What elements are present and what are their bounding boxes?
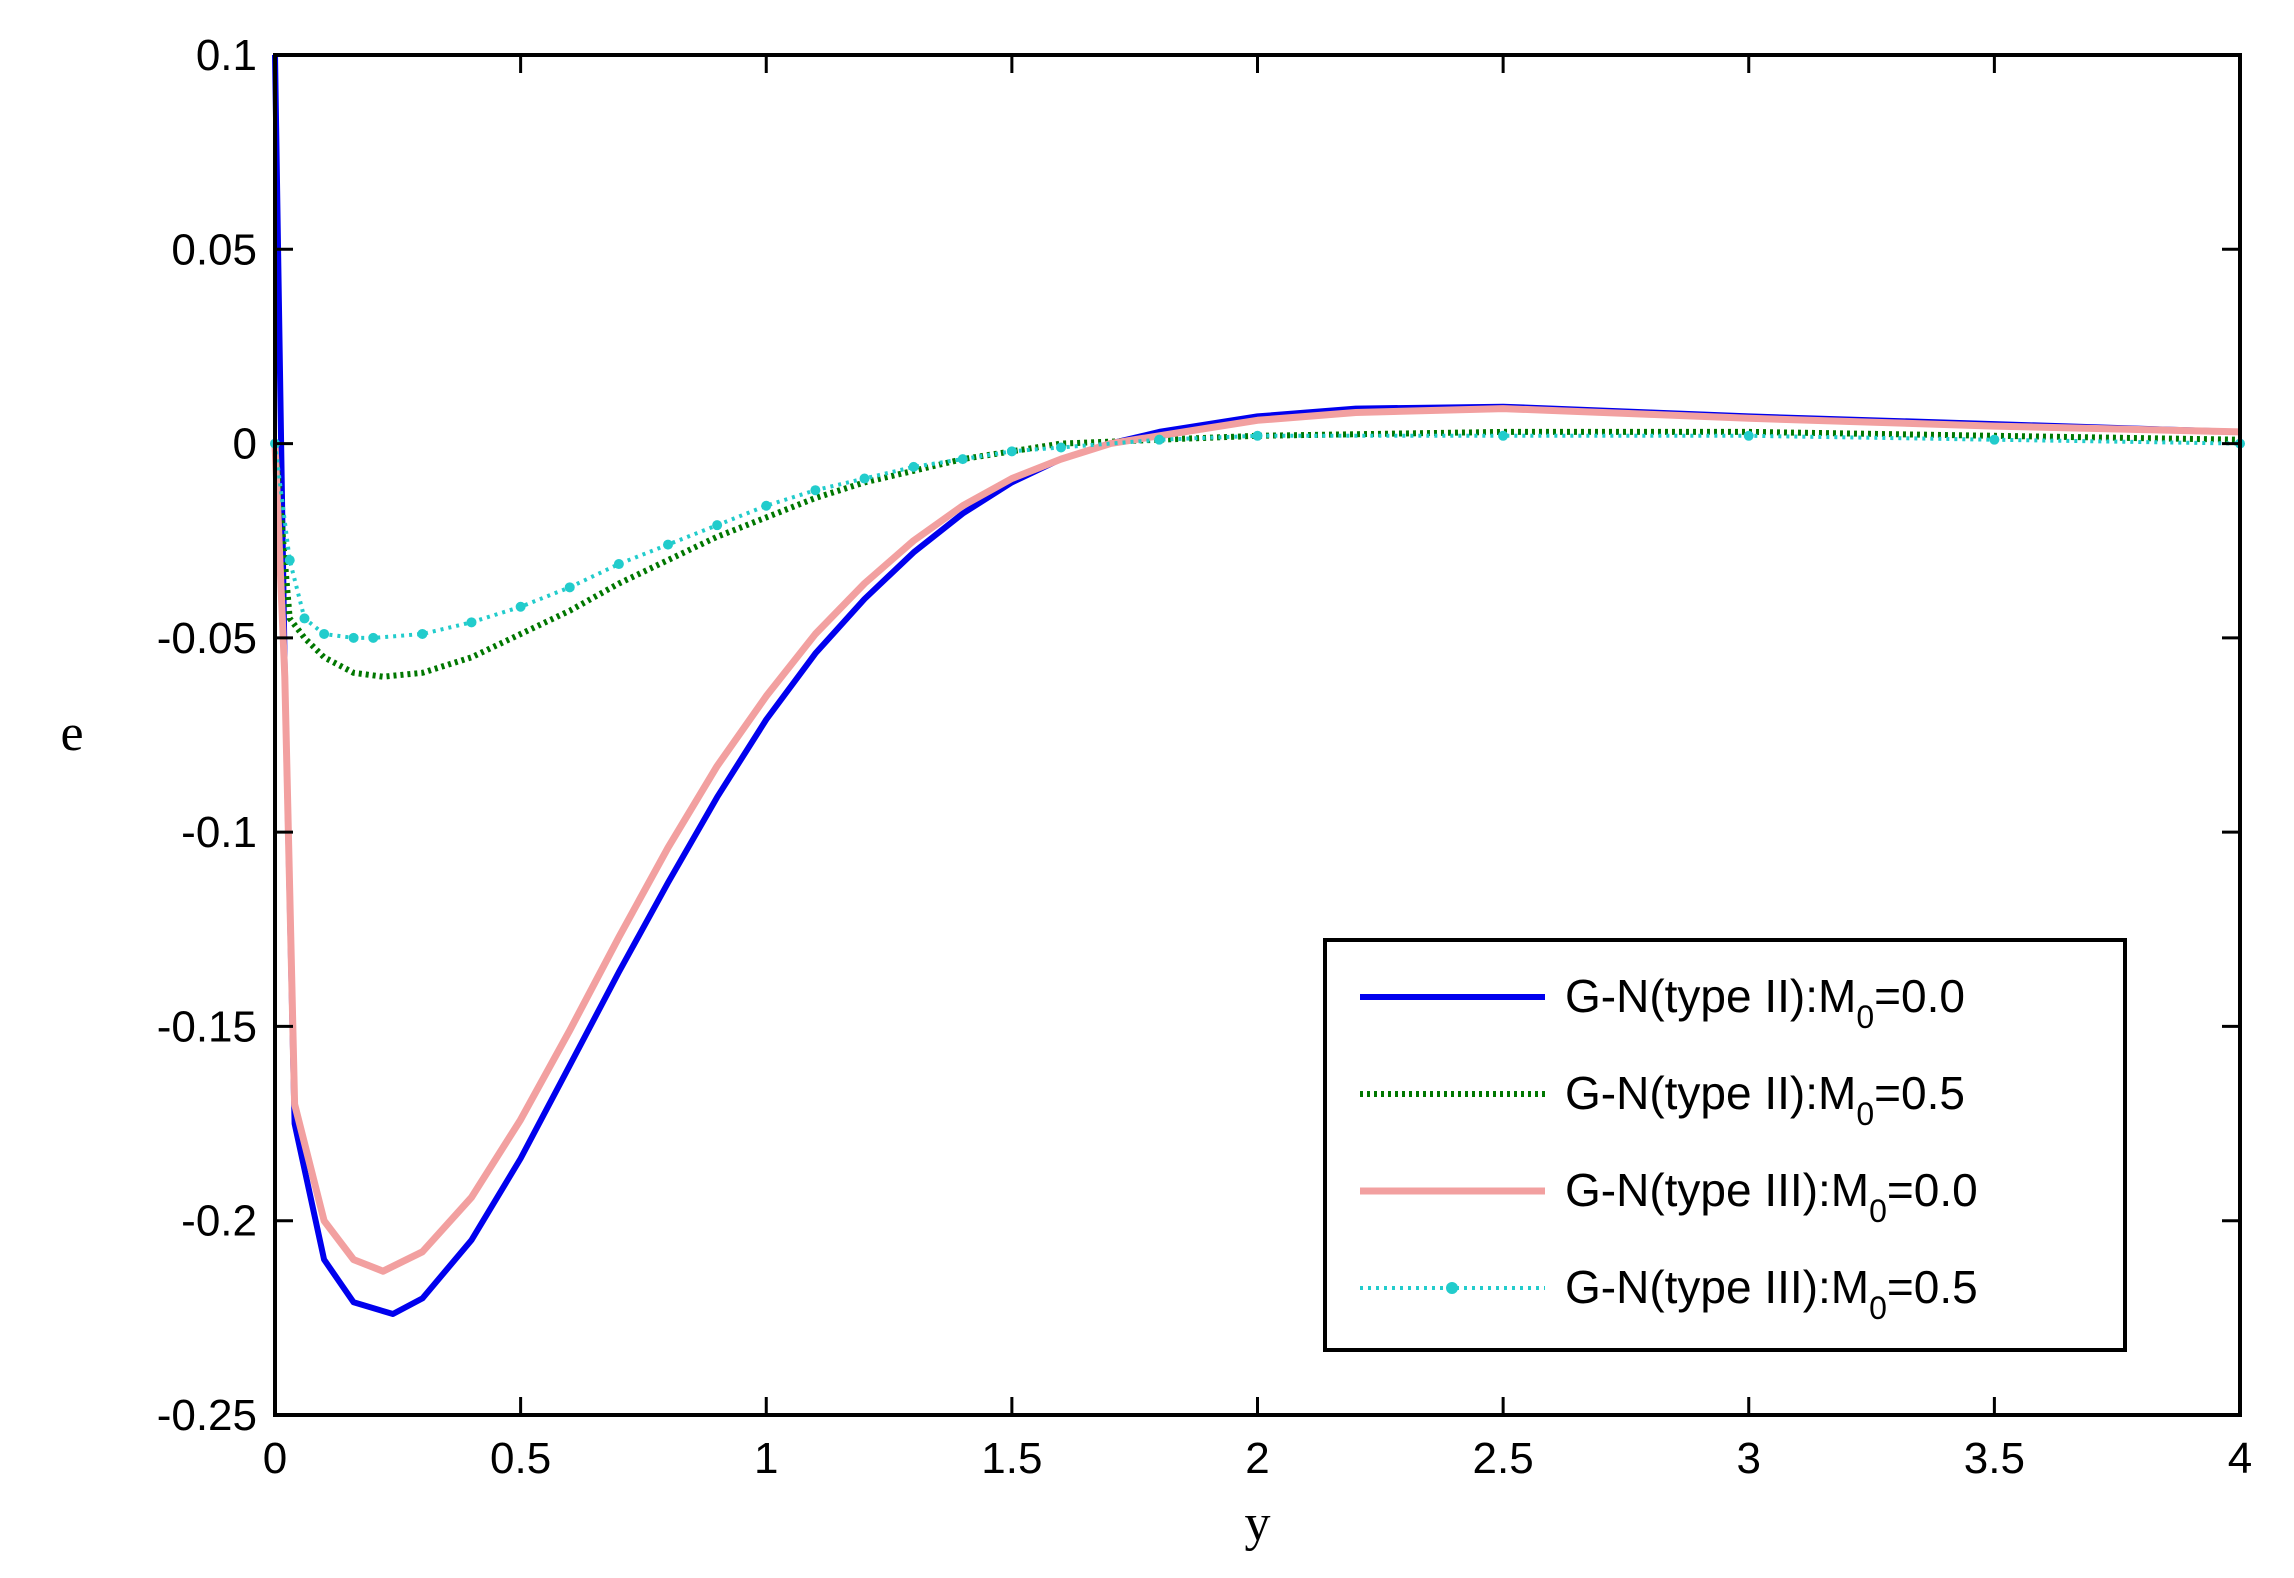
x-tick-label: 3	[1737, 1434, 1761, 1483]
series-marker	[515, 601, 526, 612]
y-tick-label: -0.25	[157, 1391, 257, 1440]
series-marker	[859, 473, 870, 484]
series-line-4	[273, 433, 2241, 640]
y-tick-label: -0.05	[157, 614, 257, 663]
series-marker	[957, 454, 968, 465]
series-marker	[613, 559, 624, 570]
x-axis-label: y	[1245, 1495, 1271, 1552]
x-tick-label: 4	[2228, 1434, 2252, 1483]
legend-label-1: G-N(type II):M0=0.0	[1565, 970, 1965, 1035]
legend-label-main: G-N(type II):M	[1565, 1067, 1856, 1119]
series-marker	[417, 628, 428, 639]
y-tick-label: -0.2	[181, 1197, 257, 1246]
legend-label-subscript: 0	[1869, 1193, 1887, 1229]
legend-label-subscript: 0	[1869, 1290, 1887, 1326]
series-marker	[466, 617, 477, 628]
series-marker	[564, 582, 575, 593]
legend-label-value: =0.5	[1887, 1261, 1978, 1313]
series-marker	[1056, 442, 1066, 453]
y-axis-label: e	[60, 705, 83, 762]
legend-label-3: G-N(type III):M0=0.0	[1565, 1164, 1978, 1229]
series-marker	[663, 539, 673, 550]
legend: G-N(type II):M0=0.0G-N(type II):M0=0.5G-…	[1323, 938, 2127, 1352]
x-tick-label: 1.5	[981, 1434, 1042, 1483]
legend-label-value: =0.0	[1874, 970, 1965, 1022]
series-marker	[1252, 430, 1263, 441]
series-marker	[1743, 430, 1754, 441]
series-marker	[319, 628, 330, 639]
series-marker	[368, 632, 379, 643]
x-tick-label: 0.5	[490, 1434, 551, 1483]
series-marker	[1006, 446, 1017, 457]
series-marker	[908, 461, 919, 472]
series-marker	[1498, 430, 1509, 441]
legend-label-4: G-N(type III):M0=0.5	[1565, 1261, 1978, 1326]
series-marker	[348, 632, 359, 643]
y-tick-label: -0.1	[181, 808, 257, 857]
ticks-layer: 0 0.5 1 1.5 2 2.5 3 3.5 4 0.1 0.05 0 -0.05 -0.1 -0.15 -…	[157, 31, 2253, 1483]
legend-label-subscript: 0	[1856, 1096, 1874, 1132]
y-tick-label: -0.15	[157, 1002, 257, 1051]
legend-label-subscript: 0	[1856, 999, 1874, 1035]
x-tick-label: 3.5	[1964, 1434, 2025, 1483]
legend-label-value: =0.0	[1887, 1164, 1978, 1216]
series-line-1	[272, 54, 2241, 1317]
legend-label-main: G-N(type III):M	[1565, 1261, 1869, 1313]
legend-label-2: G-N(type II):M0=0.5	[1565, 1067, 1965, 1132]
x-tick-label: 2	[1245, 1434, 1269, 1483]
series-marker	[1154, 434, 1165, 445]
x-tick-label: 2.5	[1473, 1434, 1534, 1483]
x-tick-label: 0	[263, 1434, 287, 1483]
series-marker	[761, 500, 772, 511]
series-layer	[270, 54, 2245, 1317]
y-tick-label: 0.1	[196, 31, 257, 80]
y-tick-label: 0.05	[171, 225, 257, 274]
legend-label-main: G-N(type II):M	[1565, 970, 1856, 1022]
y-tick-label: 0	[233, 420, 257, 469]
legend-marker	[1446, 1282, 1458, 1294]
legend-box	[1323, 938, 2127, 1352]
series-line-2	[272, 428, 2241, 680]
series-line-3	[271, 405, 2241, 1275]
x-tick-label: 1	[754, 1434, 778, 1483]
series-marker	[1989, 434, 2000, 445]
series-marker	[810, 485, 821, 496]
series-marker	[712, 520, 723, 531]
legend-label-main: G-N(type III):M	[1565, 1164, 1869, 1216]
legend-label-value: =0.5	[1874, 1067, 1965, 1119]
series-marker	[284, 555, 295, 566]
series-marker	[299, 613, 310, 624]
